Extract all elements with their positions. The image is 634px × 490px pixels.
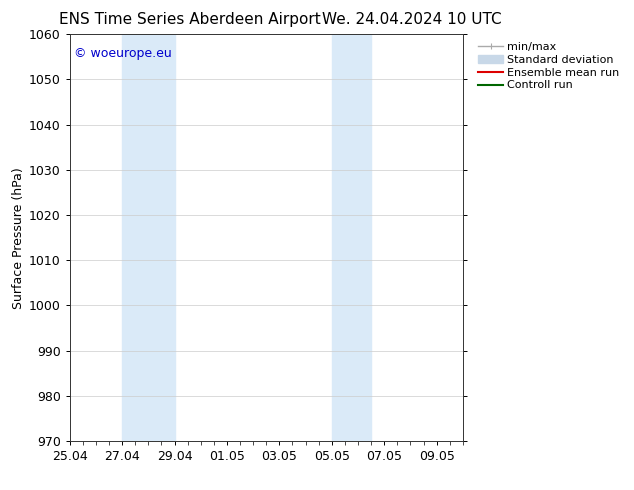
Bar (122, 34, 174, 441)
Text: © woeurope.eu: © woeurope.eu (74, 47, 171, 59)
Y-axis label: Surface Pressure (hPa): Surface Pressure (hPa) (11, 167, 25, 309)
Text: We. 24.04.2024 10 UTC: We. 24.04.2024 10 UTC (322, 12, 502, 27)
Text: ENS Time Series Aberdeen Airport: ENS Time Series Aberdeen Airport (60, 12, 321, 27)
Bar (332, 34, 371, 441)
Legend: min/max, Standard deviation, Ensemble mean run, Controll run: min/max, Standard deviation, Ensemble me… (476, 40, 622, 93)
